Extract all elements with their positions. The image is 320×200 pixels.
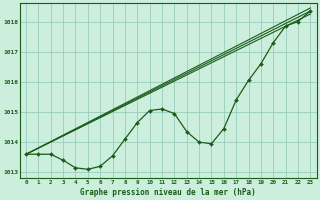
X-axis label: Graphe pression niveau de la mer (hPa): Graphe pression niveau de la mer (hPa) <box>80 188 256 197</box>
